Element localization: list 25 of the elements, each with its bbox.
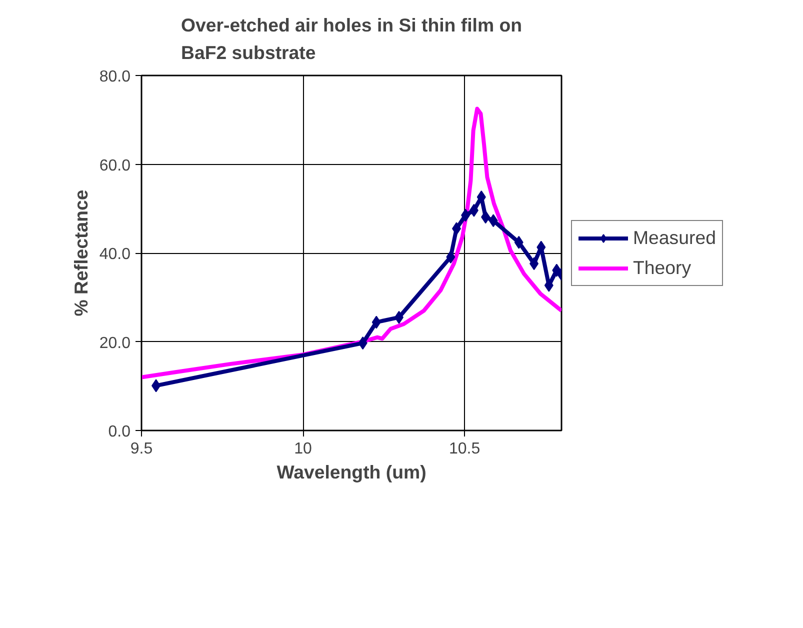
point	[469, 204, 478, 217]
x-tick-label: 9.5	[130, 440, 153, 458]
legend-label: Measured	[633, 226, 716, 248]
point	[358, 336, 368, 350]
legend-label: Theory	[633, 256, 692, 278]
y-tick-label: 0.0	[108, 424, 131, 440]
x-tick-label: 10.5	[449, 440, 480, 458]
y-tick-label: 60.0	[99, 157, 131, 174]
x-axis-title: Wavelength (um)	[276, 462, 426, 482]
point	[394, 310, 404, 324]
point	[476, 190, 486, 204]
x-tick-label: 10	[294, 440, 312, 458]
point	[530, 257, 539, 270]
y-tick-label: 40.0	[99, 246, 131, 263]
point	[488, 214, 498, 228]
point	[461, 208, 470, 222]
point	[372, 316, 381, 329]
y-tick-label: 20.0	[99, 334, 131, 352]
point	[446, 250, 456, 264]
chart-title: Over-etched air holes in Si thin film on BaF2 substrate	[180, 14, 522, 63]
point	[481, 210, 490, 224]
point	[152, 379, 161, 392]
point	[514, 236, 524, 249]
y-axis-title: % Reflectance	[70, 190, 92, 316]
y-tick-label: 80.0	[99, 68, 131, 86]
